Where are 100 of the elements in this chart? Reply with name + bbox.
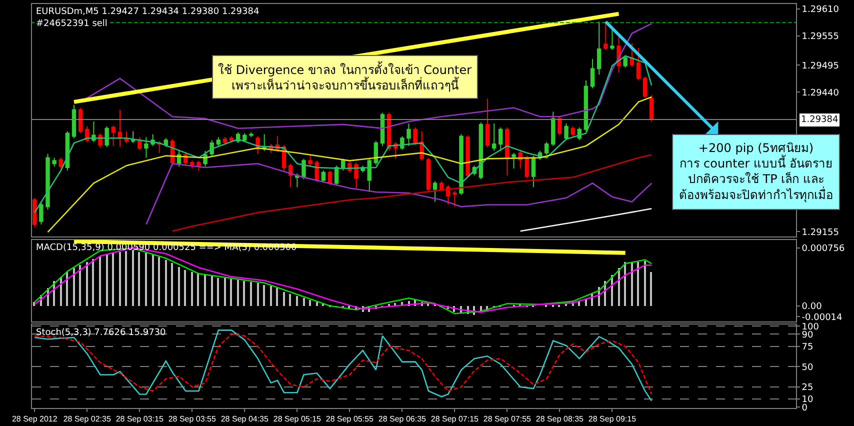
candlestick <box>242 132 247 143</box>
candlestick <box>452 190 457 208</box>
candlestick <box>308 155 312 168</box>
candlestick <box>531 155 536 188</box>
candlestick <box>492 122 496 152</box>
candlestick <box>72 104 76 139</box>
x-tick-label: 28 Sep 07:55 <box>483 414 532 424</box>
x-tick-label: 28 Sep 05:55 <box>326 414 374 424</box>
line-series <box>34 55 652 214</box>
y-tick-label: 50 <box>802 362 814 373</box>
bar <box>145 252 147 306</box>
chart-title: EURUSDm,M5 1.29427 1.29434 1.29380 1.29384 <box>36 7 260 17</box>
y-tick-label: 1.29155 <box>802 228 840 238</box>
bar <box>99 256 101 306</box>
bar <box>184 270 186 306</box>
candlestick <box>111 124 116 146</box>
bar <box>152 254 154 306</box>
candlestick <box>584 80 588 132</box>
bar <box>644 260 646 306</box>
x-tick-label: 28 Sep 09:15 <box>588 414 637 424</box>
bar <box>263 284 265 306</box>
candlestick <box>466 134 470 178</box>
bar <box>79 264 81 306</box>
bar <box>631 262 633 306</box>
bar <box>138 252 140 306</box>
bar <box>230 278 232 306</box>
bar <box>237 280 239 306</box>
bar <box>125 250 127 306</box>
candlestick <box>558 116 562 136</box>
bar <box>650 272 652 306</box>
bar <box>73 268 75 306</box>
y-tick-label: 25 <box>802 383 814 394</box>
candlestick <box>426 157 431 192</box>
chart-title: Stoch(5,3,3) 7.7626 15.9730 <box>36 328 166 338</box>
y-tick-label: 90 <box>802 330 814 340</box>
ref-line-label: 1.29384 <box>801 115 838 125</box>
candlestick <box>432 180 438 202</box>
candlestick <box>498 126 503 152</box>
candlestick <box>58 157 63 169</box>
line-series <box>34 330 652 402</box>
candlestick <box>610 28 614 51</box>
candlestick <box>649 94 654 122</box>
candlestick <box>485 98 490 148</box>
bar <box>197 272 199 306</box>
x-tick-label: 28 Sep 03:55 <box>168 414 216 424</box>
bar <box>112 252 114 306</box>
annotation: ใช้ Divergence ขาลง ในการตั้งใจเข้า Counter เพราะเห็นว่าน่าจะจบการขึ้นรอบเล็กที่แถวๆนี้ <box>218 61 472 93</box>
y-tick-label: 1.29610 <box>802 5 840 16</box>
candlestick <box>138 136 142 150</box>
bar <box>303 298 305 306</box>
candlestick <box>144 136 148 158</box>
bar <box>106 254 108 306</box>
candlestick <box>46 153 50 210</box>
candlestick <box>104 126 109 148</box>
line-series <box>146 162 652 225</box>
candlestick <box>478 122 484 180</box>
bar <box>86 262 88 306</box>
candlestick <box>596 21 602 75</box>
bar <box>217 278 219 306</box>
line-series <box>520 208 652 232</box>
candlestick <box>406 122 411 146</box>
bar <box>283 292 285 306</box>
candlestick <box>196 160 201 171</box>
candlestick <box>642 76 648 98</box>
x-tick-label: 28 Sep 05:15 <box>273 414 322 424</box>
candlestick <box>288 163 293 188</box>
bar <box>276 288 278 306</box>
x-tick-label: 28 Sep 08:35 <box>536 414 584 424</box>
candlestick <box>32 197 37 228</box>
candlestick <box>570 126 575 137</box>
bar <box>224 278 226 306</box>
candlestick <box>505 126 510 176</box>
bar <box>624 262 626 306</box>
candlestick <box>623 55 628 68</box>
x-tick-label: 28 Sep 07:15 <box>430 414 480 424</box>
candlestick <box>118 109 122 148</box>
bar <box>270 286 272 306</box>
candlestick <box>216 136 221 146</box>
bar <box>171 262 173 306</box>
candlestick <box>413 126 418 146</box>
bar <box>158 256 160 306</box>
candlestick <box>439 180 444 192</box>
candlestick <box>341 158 346 171</box>
y-tick-label: 1.29440 <box>802 88 840 98</box>
bar <box>191 272 193 306</box>
candlestick <box>459 134 464 196</box>
bar <box>211 276 213 306</box>
y-tick-label: 0.00 <box>802 302 822 312</box>
bar <box>33 302 35 306</box>
candlestick <box>321 170 326 183</box>
candlestick <box>544 142 549 156</box>
bar <box>296 296 298 306</box>
bar <box>132 250 134 306</box>
bar <box>618 268 620 306</box>
candlestick <box>78 107 83 134</box>
candlestick <box>551 111 556 146</box>
bar <box>257 282 259 306</box>
y-tick-label: 1.29555 <box>802 32 840 42</box>
x-tick-label: 28 Sep 2012 <box>12 414 58 424</box>
x-tick-label: 28 Sep 04:35 <box>220 414 270 424</box>
